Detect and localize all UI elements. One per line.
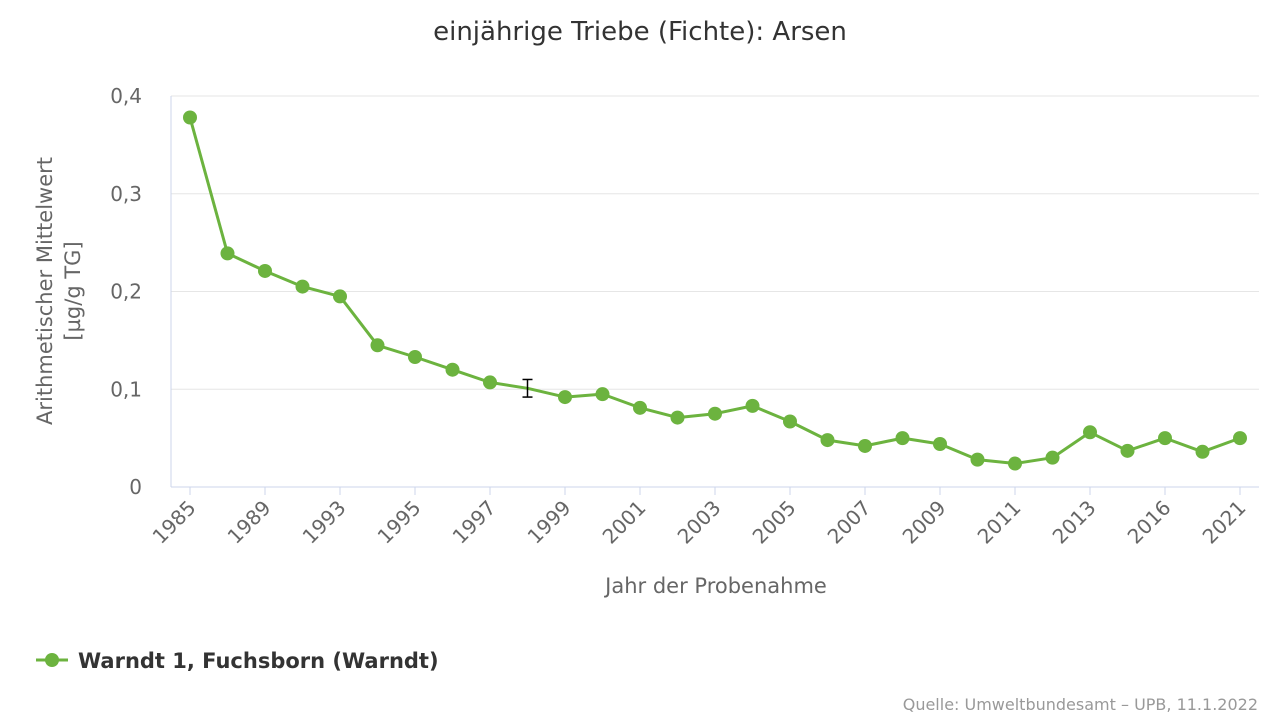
data-point[interactable] (1083, 425, 1097, 440)
data-point[interactable] (408, 349, 422, 364)
x-tick-label: 2016 (1123, 496, 1176, 549)
x-tick-label: 1995 (373, 496, 426, 549)
data-point[interactable] (295, 279, 310, 294)
x-tick-label: 1993 (298, 496, 351, 549)
x-tick-label: 2013 (1048, 496, 1101, 549)
data-point[interactable] (1045, 450, 1060, 465)
legend-marker (45, 653, 59, 667)
data-point[interactable] (708, 406, 722, 421)
data-point[interactable] (1195, 444, 1210, 459)
x-tick-label: 2011 (973, 496, 1026, 549)
x-tick-label: 2005 (748, 496, 801, 549)
x-tick-label: 1989 (223, 496, 276, 549)
data-point[interactable] (483, 375, 497, 390)
data-point[interactable] (970, 452, 985, 467)
data-point[interactable] (933, 436, 947, 451)
data-point[interactable] (670, 410, 685, 425)
x-axis-title: Jahr der Probenahme (603, 574, 827, 598)
data-point[interactable] (333, 289, 347, 304)
x-tick-label: 1999 (523, 496, 576, 549)
y-axis-ticks: 0 0,1 0,2 0,3 0,4 (110, 84, 142, 499)
data-point[interactable] (183, 110, 197, 125)
y-axis-title-line1: Arithmetischer Mittelwert (33, 157, 57, 425)
data-point[interactable] (220, 246, 235, 261)
x-tick-label: 1997 (448, 496, 501, 549)
x-tick-label: 2001 (598, 496, 651, 549)
grid-lines (170, 95, 1259, 488)
legend-label[interactable]: Warndt 1, Fuchsborn (Warndt) (78, 649, 439, 673)
x-tick-label: 2007 (823, 496, 876, 549)
x-axis-ticks: 1985 1989 1993 1995 1997 1999 2001 2003 2005 2007… (148, 487, 1251, 549)
data-point[interactable] (445, 362, 460, 377)
data-point[interactable] (783, 414, 797, 429)
data-point[interactable] (633, 400, 647, 415)
y-tick-label: 0,2 (110, 280, 142, 304)
y-tick-label: 0 (129, 475, 142, 499)
x-tick-label: 2003 (673, 496, 726, 549)
data-point[interactable] (858, 438, 872, 453)
data-point[interactable] (370, 338, 385, 353)
data-point[interactable] (1008, 456, 1022, 471)
data-point[interactable] (258, 263, 272, 278)
data-point[interactable] (595, 387, 610, 402)
data-point[interactable] (895, 431, 910, 446)
data-point[interactable] (1233, 431, 1247, 446)
y-tick-label: 0,3 (110, 182, 142, 206)
data-point[interactable] (820, 433, 835, 448)
chart-title: einjährige Triebe (Fichte): Arsen (433, 17, 847, 47)
y-tick-label: 0,4 (110, 84, 142, 108)
plot-area (183, 110, 1247, 471)
x-tick-label: 2021 (1198, 496, 1251, 549)
x-tick-label: 1985 (148, 496, 201, 549)
data-point[interactable] (1158, 431, 1172, 446)
data-point[interactable] (1120, 443, 1135, 458)
data-point[interactable] (745, 398, 760, 413)
credit: Quelle: Umweltbundesamt – UPB, 11.1.2022 (903, 695, 1258, 714)
error-bar (522, 378, 533, 398)
y-tick-label: 0,1 (110, 377, 142, 401)
legend[interactable]: Warndt 1, Fuchsborn (Warndt) (36, 649, 439, 673)
data-point[interactable] (558, 390, 572, 405)
x-tick-label: 2009 (898, 496, 951, 549)
y-axis-title-line2: [µg/g TG] (61, 241, 85, 340)
